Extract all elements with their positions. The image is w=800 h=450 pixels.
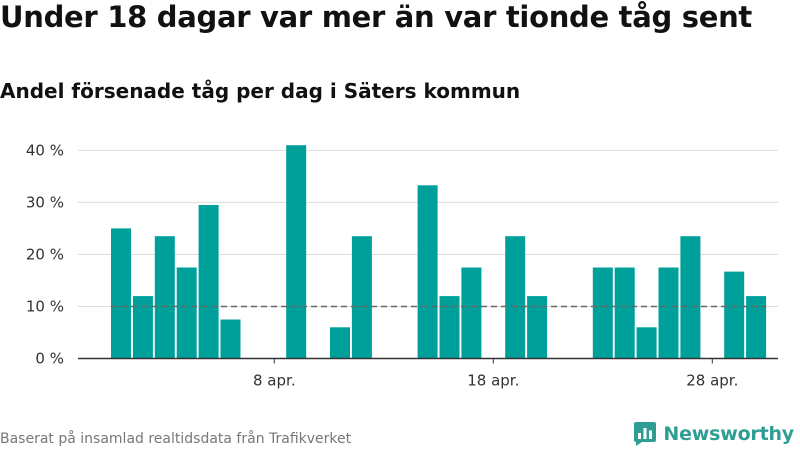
bar-chart: 0 % 10 % 20 % 30 % 40 % 8 apr. 18 apr. 28 apr. (26, 141, 778, 390)
y-tick-label: 20 % (26, 245, 64, 263)
bar (724, 271, 745, 359)
bar (746, 296, 767, 359)
bar (286, 145, 307, 359)
bar (154, 236, 175, 359)
y-tick-label: 40 % (26, 141, 64, 159)
x-axis-labels: 8 apr. 18 apr. 28 apr. (253, 358, 738, 390)
bar (439, 296, 460, 359)
newsworthy-icon (634, 422, 657, 446)
bar (198, 205, 219, 359)
source-note: Baserat på insamlad realtidsdata från Tr… (0, 431, 352, 447)
bar (351, 236, 372, 359)
y-tick-label: 30 % (26, 193, 64, 211)
brand-logo: Newsworthy (633, 420, 794, 448)
bar (461, 267, 482, 359)
x-tick-label: 28 apr. (686, 372, 738, 390)
bar (330, 327, 350, 359)
y-tick-label: 10 % (26, 297, 64, 315)
x-tick-label: 8 apr. (253, 372, 296, 390)
y-axis-labels: 0 % 10 % 20 % 30 % 40 % (26, 141, 64, 367)
bar (220, 319, 241, 359)
bar (505, 236, 526, 359)
bar (592, 267, 613, 359)
chart-subtitle: Andel försenade tåg per dag i Säters kom… (0, 79, 521, 103)
chart-title: Under 18 dagar var mer än var tionde tåg… (0, 0, 752, 34)
x-tick-label: 18 apr. (467, 372, 519, 390)
bar (636, 327, 657, 359)
bars (111, 145, 767, 359)
brand-name: Newsworthy (663, 423, 794, 445)
bar (176, 267, 197, 359)
bar (111, 228, 131, 359)
bar (527, 296, 548, 359)
bar (417, 185, 438, 359)
bar (614, 267, 635, 359)
bar (680, 236, 701, 359)
y-tick-label: 0 % (35, 350, 64, 368)
bar (658, 267, 679, 359)
bar (132, 296, 153, 359)
